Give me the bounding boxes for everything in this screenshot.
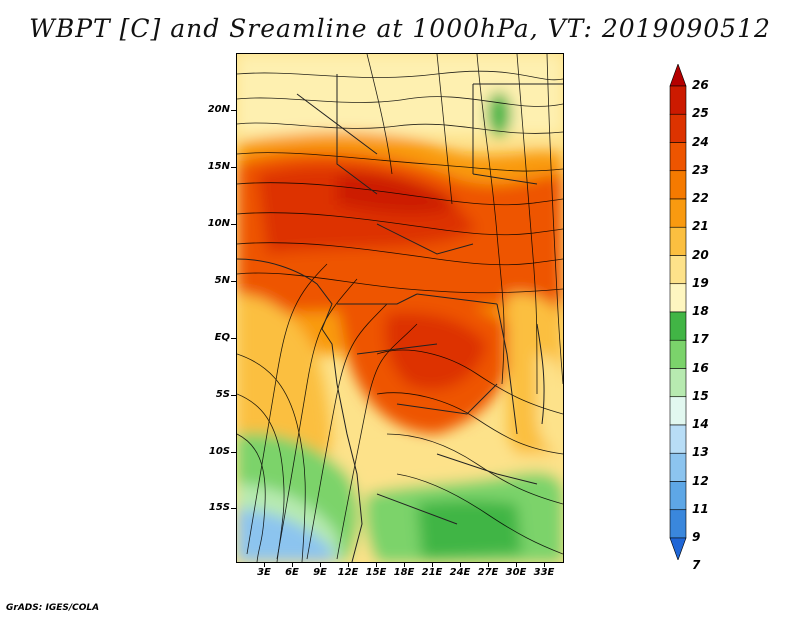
colorbar-level-12: 12 (692, 473, 709, 488)
colorbar-level-15: 15 (692, 388, 709, 403)
colorbar-swatch (669, 396, 687, 426)
lat-tick (231, 167, 236, 168)
colorbar-level-22: 22 (692, 191, 709, 205)
lon-tick (292, 563, 293, 567)
lon-label-3e: 3E (257, 567, 271, 578)
lon-label-27e: 27E (477, 567, 499, 578)
colorbar-swatch (669, 452, 687, 482)
streamlines (237, 54, 563, 562)
lon-label-18e: 18E (393, 567, 415, 578)
colorbar-swatch (669, 424, 687, 454)
lon-tick (376, 563, 377, 567)
lat-label-10n: 10N (207, 218, 230, 229)
colorbar-top-arrow (669, 64, 687, 87)
colorbar-swatch (669, 255, 687, 285)
colorbar-level-16: 16 (692, 360, 709, 375)
lon-label-9e: 9E (313, 567, 327, 578)
lat-tick (231, 110, 236, 111)
lon-label-15e: 15E (365, 567, 387, 578)
colorbar-swatch (669, 339, 687, 369)
colorbar-level-24: 24 (692, 134, 709, 149)
colorbar (669, 64, 687, 560)
lon-label-12e: 12E (337, 567, 359, 578)
lat-tick (231, 224, 236, 225)
grads-credit: GrADS: IGES/COLA (6, 603, 100, 613)
colorbar-swatch (669, 509, 687, 539)
lon-tick (348, 563, 349, 567)
lat-tick (231, 395, 236, 396)
colorbar-level-17: 17 (692, 332, 709, 347)
borders (237, 74, 563, 562)
map-panel (236, 53, 564, 563)
colorbar-swatch (669, 85, 687, 115)
lon-tick (404, 563, 405, 567)
colorbar-swatch (669, 170, 687, 200)
colorbar-swatch (669, 283, 687, 313)
lon-label-30e: 30E (505, 567, 527, 578)
lon-label-6e: 6E (285, 567, 299, 578)
lat-tick (231, 281, 236, 282)
lon-tick (544, 563, 545, 567)
map-canvas (237, 54, 563, 562)
lat-label-10s: 10S (208, 446, 230, 457)
lon-tick (320, 563, 321, 567)
colorbar-level-7: 7 (692, 558, 701, 573)
lat-label-5s: 5S (215, 389, 230, 400)
colorbar-swatch (669, 481, 687, 511)
colorbar-level-19: 19 (692, 275, 709, 290)
lat-label-15s: 15S (208, 502, 230, 513)
lat-label-15n: 15N (207, 161, 230, 172)
lat-tick (231, 508, 236, 509)
lon-tick (460, 563, 461, 567)
lon-tick (432, 563, 433, 567)
colorbar-level-26: 26 (692, 78, 709, 92)
colorbar-swatch (669, 113, 687, 143)
lat-label-5n: 5N (214, 275, 230, 286)
lon-label-33e: 33E (533, 567, 555, 578)
colorbar-swatch (669, 368, 687, 398)
colorbar-level-21: 21 (692, 219, 709, 234)
colorbar-level-23: 23 (692, 162, 709, 177)
lat-tick (231, 452, 236, 453)
colorbar-swatch (669, 226, 687, 256)
colorbar-swatch (669, 311, 687, 341)
lat-label-eq: EQ (214, 332, 230, 343)
lon-tick (264, 563, 265, 567)
lat-tick (231, 338, 236, 339)
lon-label-24e: 24E (449, 567, 471, 578)
colorbar-swatch (669, 142, 687, 172)
lat-label-20n: 20N (207, 104, 230, 115)
lon-tick (516, 563, 517, 567)
lon-tick (488, 563, 489, 567)
colorbar-level-25: 25 (692, 106, 709, 121)
lon-label-21e: 21E (421, 567, 443, 578)
colorbar-level-18: 18 (692, 304, 709, 318)
map-title: WBPT [C] and Sreamline at 1000hPa, VT: 2… (29, 14, 771, 43)
colorbar-level-11: 11 (692, 501, 709, 516)
colorbar-level-9: 9 (692, 530, 701, 544)
colorbar-bottom-arrow (669, 537, 687, 560)
colorbar-swatch (669, 198, 687, 228)
colorbar-level-14: 14 (692, 417, 709, 431)
colorbar-level-13: 13 (692, 445, 709, 460)
colorbar-level-20: 20 (692, 247, 709, 262)
